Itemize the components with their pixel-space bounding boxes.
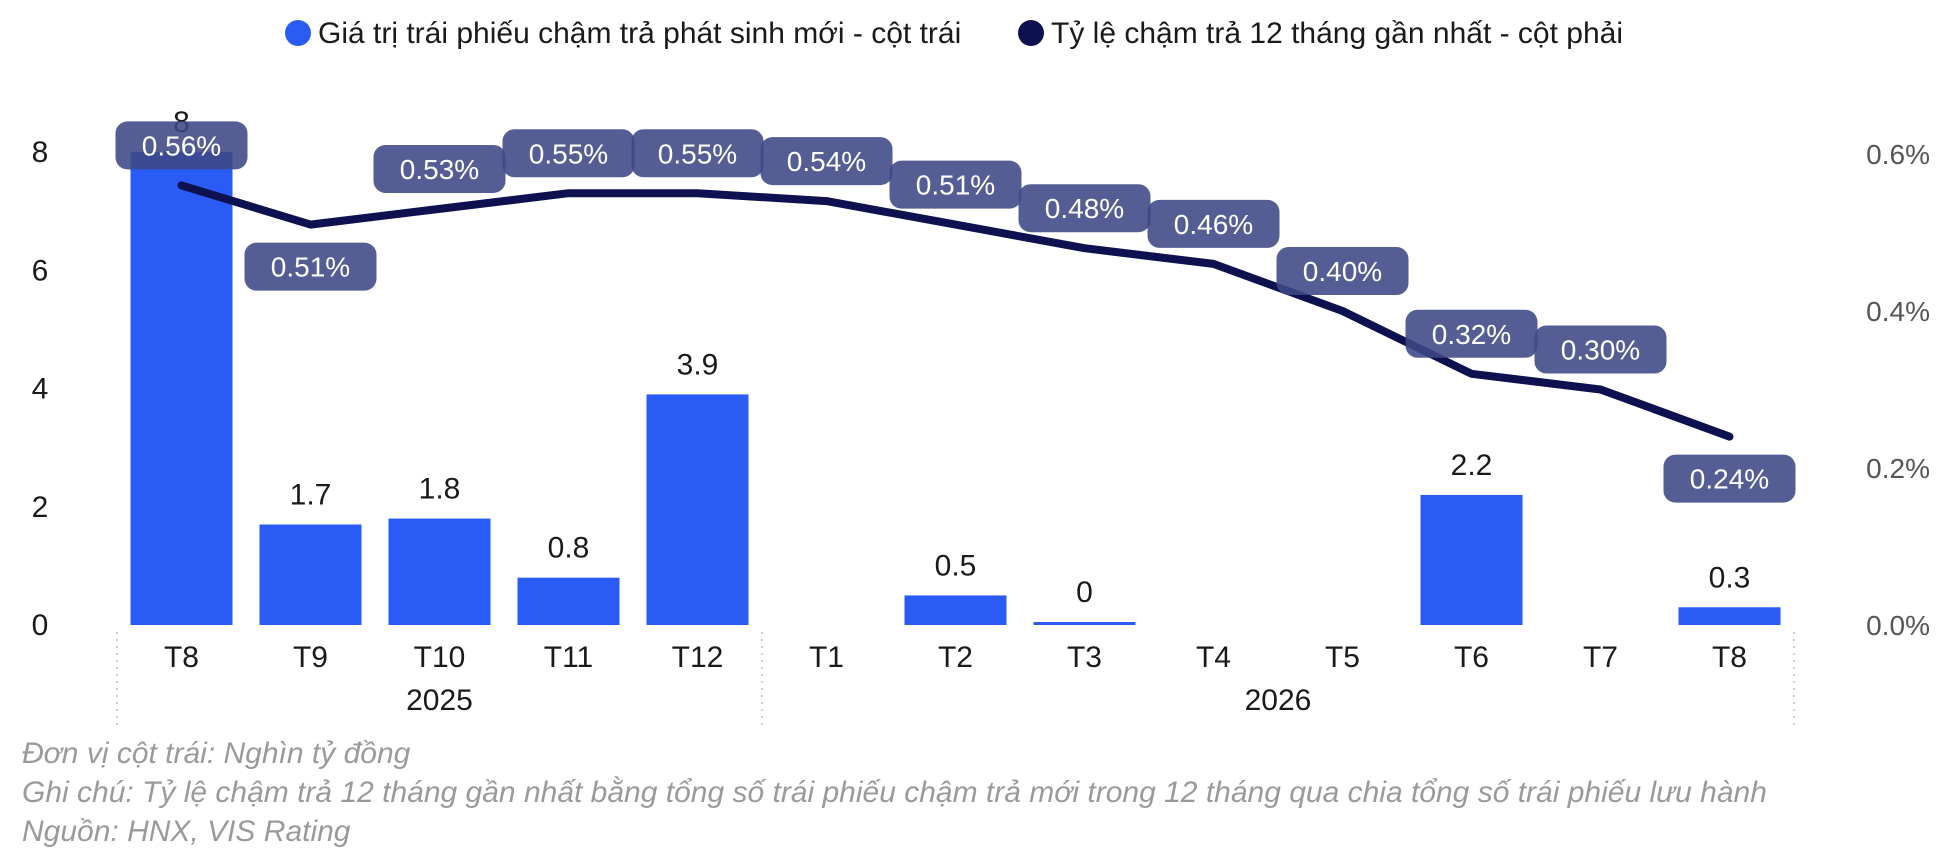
y-left-tick-label: 6	[32, 254, 49, 287]
line-path	[177, 181, 1734, 441]
line-label-box	[631, 129, 764, 178]
line-value-label: 0.48%	[1018, 184, 1151, 233]
legend: Giá trị trái phiếu chậm trả phát sinh mớ…	[285, 17, 1623, 50]
line-label-box	[502, 129, 635, 178]
line-label-box	[760, 137, 893, 186]
line-label-text: 0.30%	[1561, 335, 1640, 366]
note-unit: Đơn vị cột trái: Nghìn tỷ đồng	[22, 737, 411, 770]
line-label-text: 0.32%	[1432, 319, 1511, 350]
bar-value-label: 1.8	[419, 473, 461, 506]
bar-value-label: 1.7	[290, 478, 332, 511]
legend-label-line: Tỷ lệ chậm trả 12 tháng gần nhất - cột p…	[1051, 17, 1623, 50]
x-tick-label: T12	[672, 641, 724, 674]
line-label-box	[1663, 454, 1796, 503]
note-source: Nguồn: HNX, VIS Rating	[22, 815, 351, 848]
bar	[388, 518, 491, 625]
bar-value-label: 0	[1076, 576, 1093, 609]
x-tick-label: T2	[938, 641, 973, 674]
x-tick-label: T3	[1067, 641, 1102, 674]
bar	[646, 394, 749, 625]
line-label-text: 0.48%	[1045, 193, 1124, 224]
note-definition: Ghi chú: Tỷ lệ chậm trả 12 tháng gần nhấ…	[22, 776, 1767, 809]
line-value-label: 0.53%	[373, 144, 506, 193]
line-label-box	[1018, 184, 1151, 233]
line-label-box	[1405, 309, 1538, 358]
line-label-box	[889, 160, 1022, 209]
line-value-label: 0.32%	[1405, 309, 1538, 358]
bar	[1033, 622, 1136, 625]
bar-value-label: 2.2	[1451, 449, 1493, 482]
bar	[1420, 494, 1523, 625]
bar	[1678, 607, 1781, 625]
y-right-tick-label: 0.6%	[1866, 139, 1930, 170]
bar-value-label: 0.5	[935, 549, 977, 582]
legend-label-bars: Giá trị trái phiếu chậm trả phát sinh mớ…	[318, 17, 961, 50]
line-value-label: 0.30%	[1534, 325, 1667, 374]
line-value-label: 0.54%	[760, 137, 893, 186]
y-right-tick-label: 0.0%	[1866, 610, 1930, 641]
line-label-text: 0.56%	[142, 130, 221, 161]
line-label-text: 0.24%	[1690, 464, 1769, 495]
line-label-text: 0.46%	[1174, 209, 1253, 240]
y-right-tick-label: 0.4%	[1866, 296, 1930, 327]
line-label-text: 0.54%	[787, 146, 866, 177]
line-value-label: 0.51%	[244, 242, 377, 291]
line-series: 0.56% 0.51% 0.53% 0.55% 0.55% 0.54% 0.51% 0.48%…	[115, 121, 1796, 503]
x-group-label: 2025	[406, 684, 473, 717]
right-axis: 0.0% 0.2% 0.4% 0.6%	[1866, 139, 1930, 641]
legend-marker-bars	[285, 20, 311, 46]
bar	[259, 524, 362, 625]
line-label-text: 0.51%	[271, 252, 350, 283]
y-left-tick-label: 2	[32, 491, 49, 524]
line-label-box	[1276, 247, 1409, 295]
y-left-tick-label: 0	[32, 609, 49, 642]
line-value-label: 0.24%	[1663, 454, 1796, 503]
x-tick-label: T8	[164, 641, 199, 674]
bar	[517, 577, 620, 625]
line-label-text: 0.40%	[1303, 256, 1382, 287]
legend-marker-line	[1018, 20, 1044, 46]
x-tick-label: T1	[809, 641, 844, 674]
line-label-text: 0.55%	[529, 138, 608, 169]
x-tick-label: T7	[1583, 641, 1618, 674]
x-tick-label: T9	[293, 641, 328, 674]
line-value-label: 0.55%	[631, 129, 764, 178]
x-tick-label: T6	[1454, 641, 1489, 674]
x-tick-label: T10	[414, 641, 466, 674]
x-tick-label: T11	[544, 641, 593, 674]
y-left-tick-label: 4	[32, 373, 49, 406]
line-label-text: 0.51%	[916, 170, 995, 201]
line-value-label: 0.40%	[1276, 247, 1409, 295]
bar-value-label: 0.8	[548, 532, 590, 565]
left-axis: 0 2 4 6 8	[32, 136, 49, 642]
line-value-label: 0.56%	[115, 121, 248, 170]
line-label-box	[1534, 325, 1667, 374]
x-tick-label: T8	[1712, 641, 1747, 674]
line-value-label: 0.55%	[502, 129, 635, 178]
bars: 81.71.80.83.90.502.20.3	[130, 106, 1781, 625]
line-label-box	[373, 144, 506, 193]
x-axis: T8 T9 T10 T11 T12 T1 T2 T3 T4 T5 T6 T7 T8 2025 2026	[116, 632, 1795, 728]
bar-value-label: 0.3	[1709, 561, 1751, 594]
line-label-box	[244, 242, 377, 291]
y-left-tick-label: 8	[32, 136, 49, 169]
line-value-label: 0.51%	[889, 160, 1022, 209]
chart-notes: Đơn vị cột trái: Nghìn tỷ đồng Ghi chú: …	[22, 737, 1767, 848]
line-label-box	[115, 121, 248, 170]
line-label-text: 0.53%	[400, 154, 479, 185]
line-value-label: 0.46%	[1147, 199, 1280, 248]
x-tick-label: T4	[1196, 641, 1231, 674]
bar	[904, 595, 1007, 625]
bar-value-label: 3.9	[677, 348, 719, 381]
line-label-text: 0.55%	[658, 138, 737, 169]
y-right-tick-label: 0.2%	[1866, 453, 1930, 484]
x-group-label: 2026	[1245, 684, 1312, 717]
bar	[130, 152, 233, 625]
line-label-box	[1147, 199, 1280, 248]
x-tick-label: T5	[1325, 641, 1360, 674]
